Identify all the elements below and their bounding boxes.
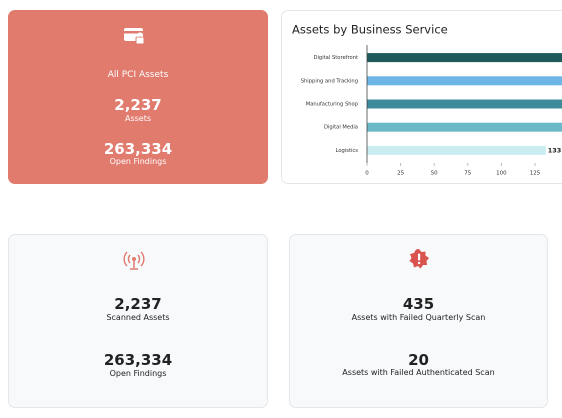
x-tick-label: 125 (530, 171, 541, 177)
scan-icon (123, 251, 145, 270)
metric-value: 263,334 (103, 140, 173, 158)
metric-label: Open Findings (109, 157, 167, 166)
bar (367, 145, 546, 155)
metric-value: 435 (402, 295, 435, 313)
scan-card[interactable]: 435 Assets with Failed Quarterly Scan 20… (289, 234, 548, 408)
scanned-card[interactable]: 2,237 Scanned Assets 263,334 Open Findin… (8, 234, 268, 408)
metric-value: 2,237 (114, 96, 162, 114)
alert-icon (409, 249, 429, 269)
chart-title: Assets by Business Service (292, 23, 448, 37)
x-tick-label: 75 (464, 171, 471, 177)
bar (367, 122, 562, 132)
pci-card[interactable]: All PCI Assets 2,237 Assets 263,334 Open… (8, 10, 268, 184)
y-tick-label: Digital Storefront (313, 55, 358, 61)
x-tick-label: 25 (397, 171, 404, 177)
metric-value: 2,237 (114, 295, 162, 313)
metric-label: Assets with Failed Authenticated Scan (342, 368, 495, 377)
chart-card: Assets by Business Service 0 25 50 75 100 125… (281, 10, 562, 184)
bar (367, 99, 562, 109)
y-tick-label: Shipping and Tracking (301, 78, 358, 84)
x-tick-label: 100 (496, 171, 507, 177)
metric-value: 263,334 (103, 351, 173, 369)
metric-label: Assets (124, 114, 152, 123)
metric-label: Scanned Assets (106, 313, 170, 322)
metric-label: Assets with Failed Quarterly Scan (351, 313, 486, 322)
x-tick-label: 50 (431, 171, 438, 177)
chart: Assets by Business Service 0 25 50 75 100 125… (292, 23, 562, 177)
card-title: All PCI Assets (107, 70, 169, 80)
y-tick-label: Logistics (336, 148, 359, 154)
metric-value: 20 (408, 351, 429, 369)
y-tick-label: Digital Media (324, 125, 358, 131)
bar (367, 53, 562, 63)
x-tick-label: 0 (365, 171, 369, 177)
metric-label: Open Findings (109, 369, 167, 378)
data-label: 133 (548, 146, 562, 154)
card-icon (124, 28, 145, 45)
y-tick-label: Manufacturing Shop (306, 102, 359, 108)
bar (367, 76, 562, 86)
